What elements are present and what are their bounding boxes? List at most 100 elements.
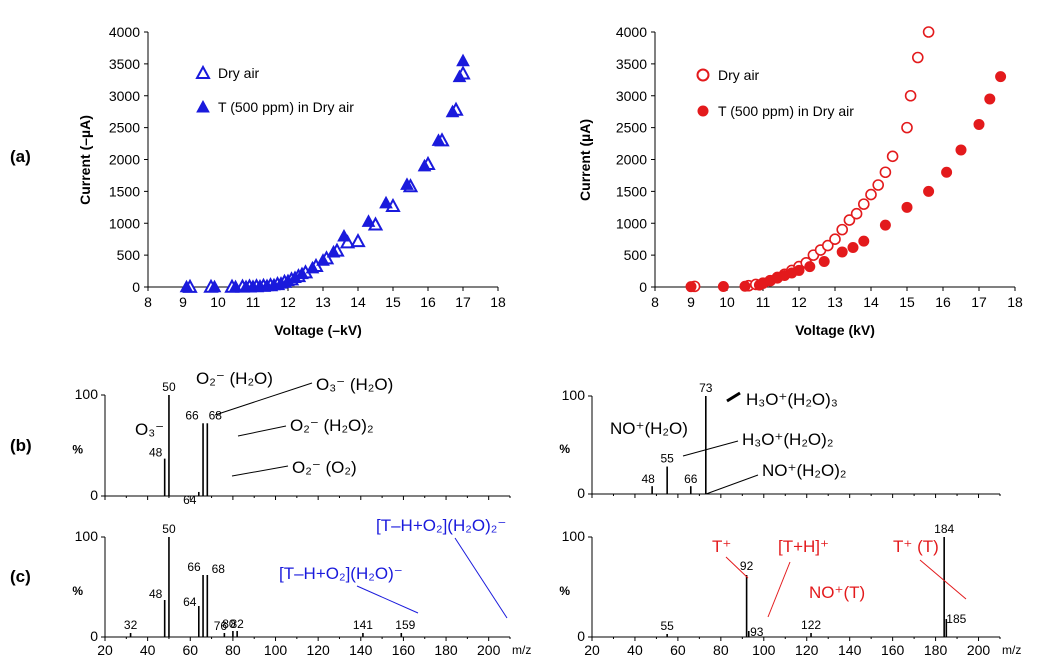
leader-line	[767, 561, 791, 618]
point-t-dry-air	[305, 260, 320, 274]
annotations-c-left: [T–H+O₂](H₂O)₂⁻ [T–H+O₂](H₂O)⁻	[279, 516, 508, 619]
leader-line	[682, 440, 739, 457]
panel-label-c: (c)	[10, 567, 31, 586]
y-axis-label: %	[72, 584, 83, 598]
point-t-dry-air	[973, 118, 985, 130]
legend-label-dry-air: Dry air	[218, 65, 260, 81]
leader-line	[705, 474, 759, 495]
peak-label: 48	[641, 472, 655, 486]
annotation-no-plus-t: NO⁺(T)	[809, 583, 865, 602]
y-tick-label: 3000	[109, 88, 140, 104]
x-tick-label: 11	[246, 294, 261, 310]
point-t-dry-air	[995, 71, 1007, 83]
point-t-dry-air	[858, 235, 870, 247]
peak-label: 48	[149, 587, 163, 601]
y-tick-label: 0	[90, 628, 98, 644]
y-tick-label: 1000	[616, 215, 647, 231]
panel-label-a: (a)	[10, 147, 31, 166]
y-tick-label: 0	[577, 628, 585, 644]
x-tick-label: 17	[455, 294, 471, 310]
peak-label: 159	[395, 618, 415, 632]
x-tick-label: 14	[350, 294, 366, 310]
x-tick-label: 20	[584, 642, 600, 658]
peak-label: 73	[699, 381, 713, 395]
chart-a-left: 8 9 10 11 12 13 14 15 16 17 18 0 500 1000 1500 2000 2500…	[77, 24, 506, 338]
x-tick-label: 200	[477, 642, 501, 658]
x-tick-label: 140	[349, 642, 373, 658]
leader-line	[726, 391, 741, 403]
point-t-dry-air	[901, 201, 913, 213]
x-tick-label: 18	[1007, 294, 1023, 310]
peak-label: 48	[149, 446, 163, 460]
y-axis-label: Current (µA)	[577, 119, 593, 201]
point-dry-air	[901, 121, 913, 134]
point-dry-air	[857, 198, 870, 210]
point-t-dry-air	[295, 266, 309, 280]
y-tick-label: 100	[75, 528, 99, 544]
leader-line	[231, 465, 289, 477]
point-t-dry-air	[361, 214, 376, 227]
point-t-dry-air	[379, 195, 393, 209]
x-unit-label: m/z	[512, 643, 531, 657]
legend-marker-t-dry-air	[697, 105, 709, 117]
x-tick-label: 180	[924, 642, 948, 658]
point-dry-air	[829, 233, 841, 245]
point-t-dry-air	[804, 261, 816, 273]
point-t-dry-air	[955, 144, 967, 156]
point-t-dry-air	[452, 69, 467, 83]
y-tick-label: 1500	[616, 183, 647, 199]
y-tick-label: 3500	[109, 56, 140, 72]
legend-label-dry-air: Dry air	[718, 67, 760, 83]
x-tick-label: 100	[752, 642, 776, 658]
point-t-dry-air	[316, 253, 330, 266]
leader-line	[725, 556, 749, 579]
annotation-o2-o2: O₂⁻ (O₂)	[292, 458, 357, 477]
x-tick-label: 13	[315, 294, 331, 310]
x-tick-label: 13	[827, 294, 843, 310]
x-tick-label: 20	[97, 642, 113, 658]
point-dry-air	[879, 166, 892, 179]
point-t-dry-air	[847, 241, 859, 253]
annotation-t-h-o2-h2o-2: [T–H+O₂](H₂O)₂⁻	[376, 516, 506, 535]
point-t-dry-air	[456, 53, 470, 67]
x-tick-label: 120	[795, 642, 819, 658]
peak-label: 184	[934, 522, 954, 536]
y-tick-label: 0	[577, 485, 585, 501]
x-tick-label: 8	[144, 294, 152, 310]
peak-label: 66	[187, 560, 201, 574]
x-tick-label: 15	[385, 294, 401, 310]
x-tick-label: 120	[306, 642, 330, 658]
legend-marker-dry-air	[696, 68, 710, 82]
y-tick-label: 2000	[109, 152, 140, 168]
annotation-o3: O₃⁻	[135, 420, 164, 439]
y-tick-label: 0	[639, 279, 647, 295]
legend-label-t-dry-air: T (500 ppm) in Dry air	[218, 99, 354, 115]
peak-label: 64	[183, 595, 197, 609]
peak-label: 55	[660, 452, 674, 466]
x-tick-label: 11	[756, 294, 771, 310]
peak-label: 92	[740, 559, 754, 573]
spectrum-c-right: 0 100% 20 40 60 80 100 120 140 160 180 200 m/z 55 92 93…	[559, 522, 1021, 658]
x-tick-label: 40	[627, 642, 643, 658]
y-axis-label: %	[559, 442, 570, 456]
point-t-dry-air	[879, 219, 891, 231]
y-tick-label: 2500	[616, 120, 647, 136]
legend: Dry air T (500 ppm) in Dry air	[696, 67, 854, 119]
y-tick-label: 0	[132, 279, 140, 295]
x-tick-label: 60	[670, 642, 686, 658]
x-tick-label: 10	[210, 294, 226, 310]
y-tick-label: 4000	[109, 24, 140, 40]
x-tick-label: 80	[713, 642, 729, 658]
x-tick-label: 160	[392, 642, 416, 658]
x-tick-label: 18	[490, 294, 506, 310]
annotation-o2-h2o: O₂⁻ (H₂O)	[196, 369, 273, 388]
point-t-dry-air	[984, 93, 996, 105]
point-t-dry-air	[326, 244, 341, 258]
y-tick-label: 3000	[616, 88, 647, 104]
point-t-dry-air	[941, 166, 953, 178]
leader-line	[919, 559, 967, 600]
x-tick-label: 40	[140, 642, 156, 658]
legend-marker-t-dry-air	[196, 99, 210, 113]
point-dry-air	[865, 188, 877, 201]
